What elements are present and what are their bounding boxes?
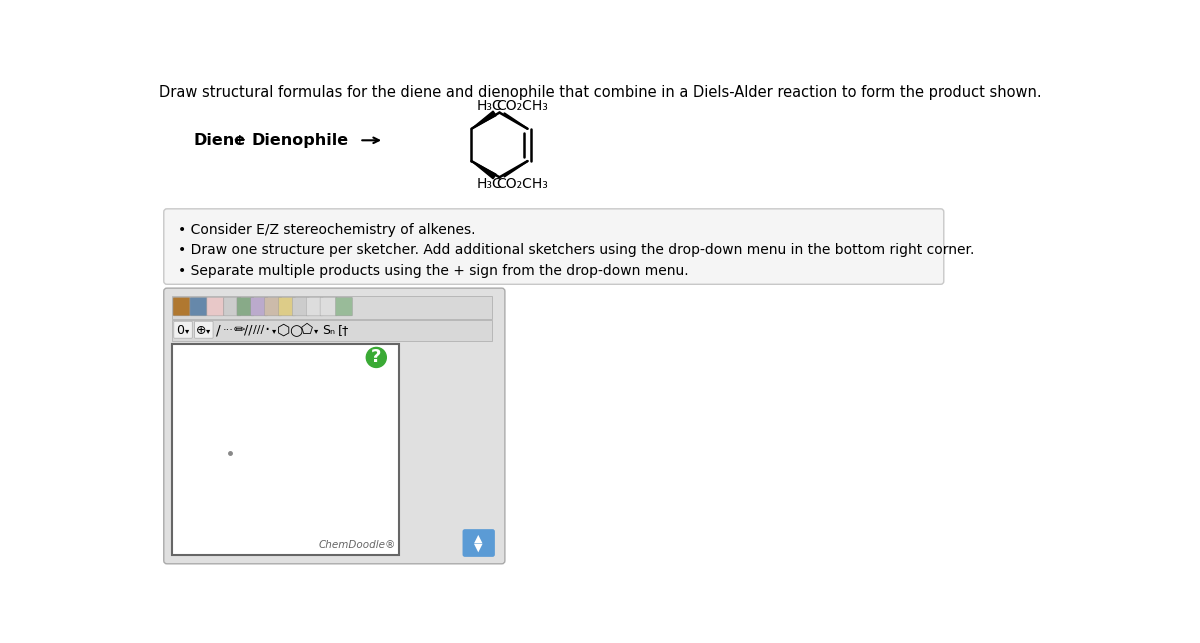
FancyBboxPatch shape <box>224 297 241 316</box>
Text: ✏: ✏ <box>234 323 245 338</box>
FancyBboxPatch shape <box>163 288 505 564</box>
Text: • Consider E/Z stereochemistry of alkenes.: • Consider E/Z stereochemistry of alkene… <box>178 222 475 237</box>
Text: ▾: ▾ <box>314 326 318 335</box>
FancyBboxPatch shape <box>173 320 492 341</box>
FancyBboxPatch shape <box>293 297 310 316</box>
Text: H₃C: H₃C <box>478 98 503 113</box>
FancyBboxPatch shape <box>236 297 254 316</box>
Text: ?: ? <box>371 349 382 367</box>
FancyBboxPatch shape <box>206 297 224 316</box>
Text: • Separate multiple products using the + sign from the drop-down menu.: • Separate multiple products using the +… <box>178 264 689 278</box>
Text: [†: [† <box>338 324 349 337</box>
Text: • Draw one structure per sketcher. Add additional sketchers using the drop-down : • Draw one structure per sketcher. Add a… <box>178 244 974 257</box>
Text: ChemDoodle®: ChemDoodle® <box>318 540 396 550</box>
FancyBboxPatch shape <box>336 297 353 316</box>
Text: ···: ··· <box>223 325 234 336</box>
Text: ▾: ▾ <box>185 326 190 335</box>
Polygon shape <box>472 111 496 129</box>
Text: Diene: Diene <box>193 133 245 148</box>
Text: Dienophile: Dienophile <box>252 133 349 148</box>
FancyBboxPatch shape <box>278 297 295 316</box>
Text: ⬠: ⬠ <box>301 323 313 338</box>
Polygon shape <box>472 161 496 179</box>
FancyBboxPatch shape <box>173 343 400 554</box>
Text: //: // <box>245 324 253 337</box>
Text: ○: ○ <box>289 323 302 338</box>
FancyBboxPatch shape <box>251 297 268 316</box>
Text: CO₂CH₃: CO₂CH₃ <box>496 98 548 113</box>
Text: ⬡: ⬡ <box>277 323 290 338</box>
FancyBboxPatch shape <box>173 296 492 319</box>
FancyBboxPatch shape <box>194 322 214 338</box>
Text: +: + <box>233 133 246 148</box>
FancyBboxPatch shape <box>306 297 323 316</box>
FancyBboxPatch shape <box>190 297 206 316</box>
Text: CO₂CH₃: CO₂CH₃ <box>496 177 548 191</box>
Text: H₃C: H₃C <box>478 177 503 191</box>
Text: 0: 0 <box>176 324 184 337</box>
FancyBboxPatch shape <box>173 297 190 316</box>
FancyBboxPatch shape <box>320 297 337 316</box>
Text: ▾: ▾ <box>271 326 276 335</box>
FancyBboxPatch shape <box>174 322 192 338</box>
FancyBboxPatch shape <box>163 209 943 284</box>
Text: ⊕: ⊕ <box>197 324 206 337</box>
Text: /: / <box>216 323 221 338</box>
FancyBboxPatch shape <box>462 529 494 557</box>
Text: ·: · <box>264 322 270 340</box>
FancyBboxPatch shape <box>265 297 282 316</box>
Text: ▼: ▼ <box>474 543 482 552</box>
Text: ▲: ▲ <box>474 534 482 543</box>
Text: ▾: ▾ <box>206 326 210 335</box>
Text: Sₙ: Sₙ <box>322 324 335 337</box>
Text: Draw structural formulas for the diene and dienophile that combine in a Diels-Al: Draw structural formulas for the diene a… <box>160 85 1042 100</box>
Text: ///: /// <box>253 325 264 336</box>
Circle shape <box>366 347 386 367</box>
